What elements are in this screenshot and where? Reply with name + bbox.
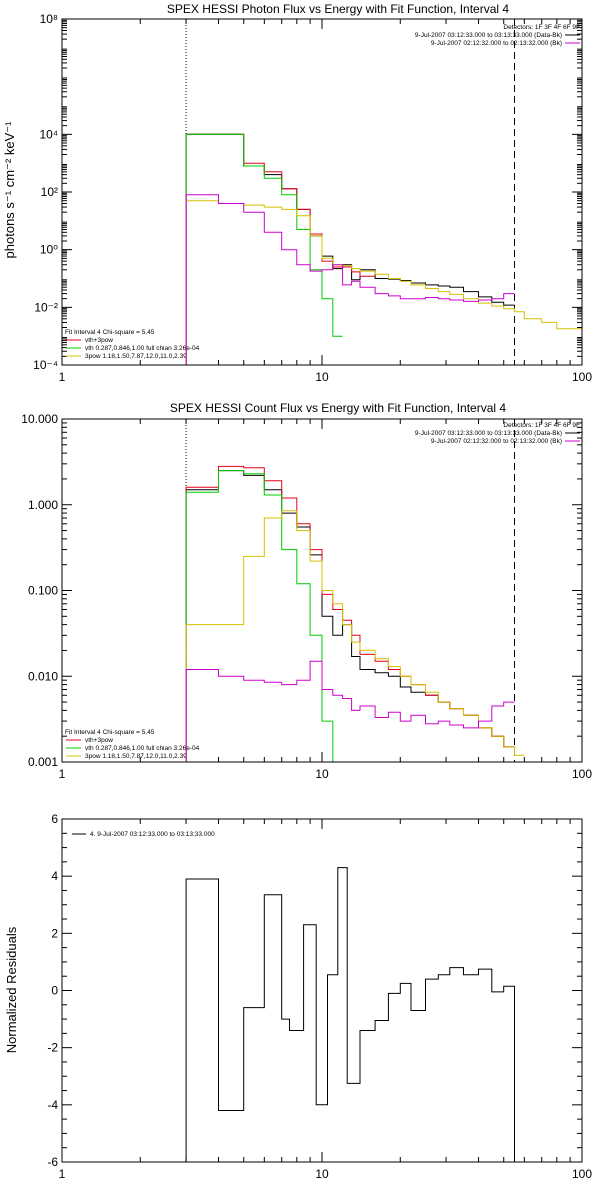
legend-entry-3pow: 3pow 1.18,1.50,7.87,12.0,11.0,2.39 (85, 753, 187, 760)
legend-fit-header: Fit Interval 4 Chi-square = 5.45 (65, 329, 155, 336)
series-vth (185, 133, 343, 365)
y-tick-label: 10⁸ (40, 12, 58, 26)
series-group (185, 465, 525, 762)
y-tick-label: 10⁻⁴ (33, 358, 58, 372)
legend-entry-vth: vth 0.287,0.846,1.00 full chian 3.26e-04 (85, 345, 200, 352)
y-tick-label: 0 (51, 984, 58, 998)
legend-detectors: Detectors: 1F 3F 4F 6F 9F (503, 24, 580, 31)
series-background (185, 660, 515, 762)
series-background (185, 194, 515, 365)
legend-entry-3pow: 3pow 1.18,1.50,7.87,12.0,11.0,2.39 (85, 353, 187, 360)
legend-fit-header: Fit Interval 4 Chi-square = 5.45 (65, 729, 155, 736)
y-tick-label: 6 (51, 812, 58, 826)
x-tick-label: 1 (59, 370, 66, 384)
y-tick-label: 10² (41, 185, 58, 199)
legend-detectors: Detectors: 1F 3F 4F 6F 9F (503, 422, 580, 429)
x-tick-label: 100 (572, 1167, 592, 1181)
series-group (185, 867, 515, 1162)
series-residuals (185, 867, 515, 1162)
y-tick-label: 4 (51, 869, 58, 883)
y-tick-label: 1.000 (28, 498, 58, 512)
legend-entry-vth-3pow: vth+3pow (85, 737, 113, 744)
y-tick-label: 10.000 (21, 412, 58, 426)
y-tick-label: 10⁴ (39, 127, 58, 141)
x-tick-label: 1 (59, 1167, 66, 1181)
plot-frame (61, 418, 583, 763)
y-tick-label: 10⁻² (34, 300, 58, 314)
legend-entry-background: 9-Jul-2007 02:12:32.000 to 02:13:32.000 … (431, 40, 562, 47)
series-3pow (185, 200, 582, 365)
x-tick-label: 10 (315, 370, 329, 384)
x-tick-label: 10 (315, 767, 329, 781)
y-tick-label: -6 (47, 1155, 58, 1169)
legend-entry-residuals: 4. 9-Jul-2007 03:12:33.000 to 03:13:33.0… (90, 831, 215, 838)
x-tick-label: 10 (315, 1167, 329, 1181)
x-tick-label: 100 (572, 767, 592, 781)
y-tick-label: 10⁰ (40, 243, 58, 257)
legend-entry-vth-3pow: vth+3pow (85, 337, 113, 344)
y-axis-label: photons s⁻¹ cm⁻² keV⁻¹ (2, 121, 17, 259)
legend-entry-vth: vth 0.287,0.846,1.00 full chian 3.26e-04 (85, 745, 200, 752)
y-tick-label: -2 (47, 1041, 58, 1055)
y-tick-label: 0.001 (28, 755, 58, 769)
y-tick-label: 2 (51, 926, 58, 940)
series-group (185, 133, 582, 365)
series-3pow (185, 510, 525, 762)
chart-title: SPEX HESSI Photon Flux vs Energy with Fi… (167, 2, 509, 16)
y-tick-label: 0.010 (28, 669, 58, 683)
legend-entry-background: 9-Jul-2007 02:12:32.000 to 02:13:32.000 … (431, 438, 562, 445)
count-flux-panel: SPEX HESSI Count Flux vs Energy with Fit… (21, 401, 592, 781)
chart-title: SPEX HESSI Count Flux vs Energy with Fit… (170, 401, 506, 415)
y-tick-label: -4 (47, 1098, 58, 1112)
legend-entry-data: 9-Jul-2007 03:12:33.000 to 03:13:33.000 … (415, 32, 562, 39)
y-tick-label: 0.100 (28, 584, 58, 598)
x-tick-label: 1 (59, 767, 66, 781)
series-vth (185, 470, 343, 762)
y-axis-label: Normalized Residuals (4, 926, 19, 1053)
plot-frame (61, 818, 583, 1163)
photon-flux-panel: SPEX HESSI Photon Flux vs Energy with Fi… (2, 2, 592, 384)
plot-frame (61, 18, 583, 366)
x-tick-label: 100 (572, 370, 592, 384)
residuals-panel: Normalized Residuals 4. 9-Jul-2007 03:12… (4, 812, 592, 1181)
legend-entry-data: 9-Jul-2007 03:12:33.000 to 03:13:33.000 … (415, 430, 562, 437)
